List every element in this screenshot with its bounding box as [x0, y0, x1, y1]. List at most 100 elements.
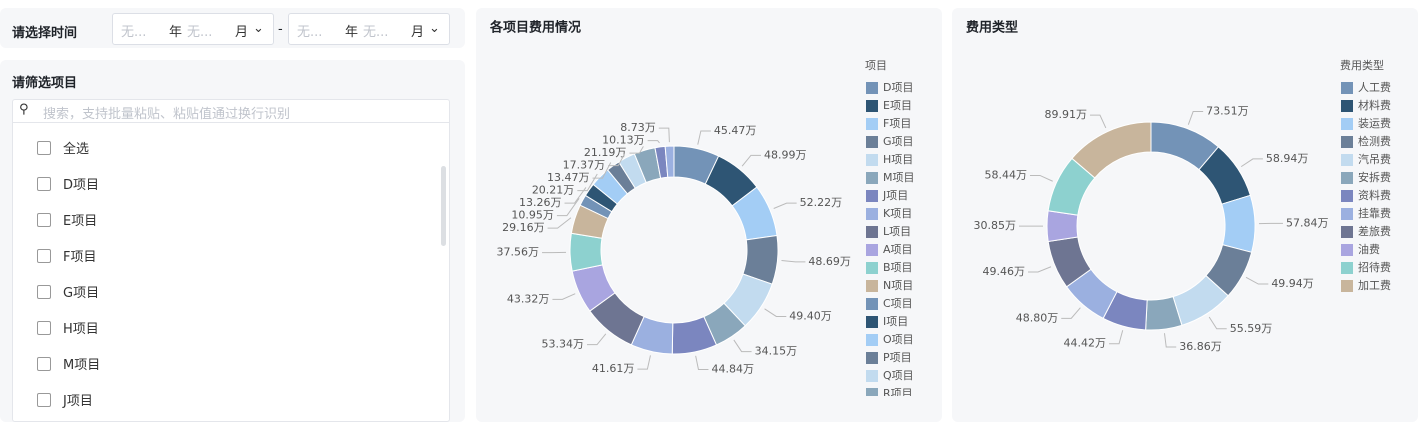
- checkbox[interactable]: [37, 141, 51, 155]
- legend-label: I项目: [883, 315, 908, 328]
- legend-swatch: [866, 118, 878, 130]
- legend-label: N项目: [883, 279, 913, 292]
- legend-label: M项目: [883, 171, 915, 184]
- checkbox-option[interactable]: F项目: [37, 246, 96, 265]
- leader-line: [733, 339, 752, 353]
- legend-swatch: [1341, 82, 1353, 94]
- list: ⚲ 搜索，支持批量粘贴、粘贴值通过换行识别 全选 D项目 E项目 F项目 G项目 H项目 M…: [12, 99, 450, 422]
- checkbox-option[interactable]: E项目: [37, 210, 97, 229]
- value-label: 89.91万: [1044, 108, 1087, 121]
- option-label: F项目: [63, 250, 97, 265]
- leader-line: [592, 162, 612, 179]
- slice: [569, 232, 604, 272]
- legend-label: 招待费: [1358, 260, 1391, 274]
- placeholder: 无...: [297, 25, 323, 40]
- legend-swatch: [866, 226, 878, 238]
- project-title: 请筛选项目: [12, 76, 78, 91]
- leader-line: [577, 173, 598, 192]
- placeholder: 无...: [363, 25, 389, 40]
- time-label: 请选择时间: [12, 26, 78, 41]
- checkbox[interactable]: [37, 357, 51, 371]
- legend-swatch: [1341, 226, 1353, 238]
- leader-line: [629, 146, 644, 154]
- legend-label: Q项目: [883, 369, 914, 382]
- legend-swatch: [866, 280, 878, 292]
- value-label: 45.47万: [714, 124, 757, 137]
- value-label: 10.95万: [511, 209, 554, 222]
- leader-line: [697, 130, 711, 145]
- value-label: 49.94万: [1271, 277, 1314, 290]
- leader-line: [781, 260, 806, 263]
- leader-line: [658, 127, 670, 143]
- project-panel: 请筛选项目 ⚲ 搜索，支持批量粘贴、粘贴值通过换行识别 全选 D项目 E项目 F项目 G…: [0, 60, 465, 422]
- separator: -: [278, 22, 283, 37]
- placeholder: 无...: [121, 25, 147, 40]
- value-label: 58.44万: [984, 168, 1027, 181]
- legend-label: 汽吊费: [1358, 152, 1391, 166]
- leader-line: [587, 333, 607, 346]
- legend-swatch: [1341, 244, 1353, 256]
- leader-line: [547, 217, 572, 229]
- legend-label: F项目: [883, 117, 911, 130]
- leader-line: [552, 293, 576, 300]
- unit: 年: [169, 25, 183, 40]
- checkbox-option[interactable]: H项目: [37, 318, 99, 337]
- legend-swatch: [866, 208, 878, 220]
- leader-line: [1029, 174, 1053, 182]
- checkbox[interactable]: [37, 213, 51, 227]
- chevron: ⌄: [253, 21, 264, 36]
- checkbox[interactable]: [37, 393, 51, 407]
- search-placeholder: 搜索，支持批量粘贴、粘贴值通过换行识别: [43, 107, 291, 122]
- checkbox-option[interactable]: 全选: [37, 138, 89, 157]
- scrollbar[interactable]: [441, 166, 446, 246]
- checkbox[interactable]: [37, 285, 51, 299]
- legend-swatch: [866, 82, 878, 94]
- legend-label: R项目: [883, 387, 913, 400]
- leader-line: [556, 197, 580, 217]
- option-label: 全选: [63, 142, 90, 157]
- leader-line: [647, 140, 660, 144]
- chart-title: 各项目费用情况: [489, 20, 581, 36]
- value-label: 13.47万: [547, 171, 590, 184]
- checkbox[interactable]: [37, 321, 51, 335]
- checkbox-option[interactable]: G项目: [37, 282, 99, 301]
- value-label: 34.15万: [755, 345, 798, 358]
- value-label: 17.37万: [563, 159, 606, 172]
- legend-swatch: [866, 388, 878, 396]
- value-label: 8.73万: [620, 121, 656, 134]
- legend-swatch: [866, 334, 878, 346]
- checkbox[interactable]: [37, 249, 51, 263]
- slice: [1046, 210, 1079, 243]
- value-label: 44.84万: [711, 363, 754, 376]
- legend-swatch: [1341, 190, 1353, 202]
- leader-line: [1208, 316, 1227, 330]
- legend-label: 差旅费: [1358, 224, 1391, 238]
- search[interactable]: ⚲ 搜索，支持批量粘贴、粘贴值通过换行识别: [13, 100, 449, 123]
- checkbox[interactable]: [37, 177, 51, 191]
- date-start[interactable]: 无... 年 无... 月 ⌄: [112, 13, 274, 45]
- legend-label: C项目: [883, 297, 913, 310]
- leader-line: [695, 355, 709, 371]
- value-label: 10.13万: [602, 134, 645, 147]
- chart-panel: 各项目费用情况 45.47万 48.99万 52.22万 48.69万 49.40万 34.…: [476, 8, 942, 422]
- value-label: 44.42万: [1064, 337, 1107, 350]
- date-end[interactable]: 无... 年 无... 月 ⌄: [288, 13, 450, 45]
- slice: [1071, 121, 1152, 179]
- option-label: J项目: [63, 394, 93, 409]
- legend-swatch: [1341, 154, 1353, 166]
- checkbox-option[interactable]: J项目: [37, 390, 93, 409]
- legend-swatch: [866, 190, 878, 202]
- leader-line: [1245, 276, 1269, 285]
- value-label: 57.84万: [1286, 216, 1329, 229]
- checkbox-option[interactable]: D项目: [37, 174, 99, 193]
- legend-label: P项目: [883, 351, 912, 364]
- legend-label: 安拆费: [1358, 170, 1391, 184]
- value-label: 29.16万: [502, 221, 545, 234]
- leader-line: [1109, 330, 1124, 345]
- leader-line: [1061, 307, 1081, 319]
- leader-line: [564, 187, 587, 204]
- checkbox-option[interactable]: M项目: [37, 354, 100, 373]
- legend-swatch: [866, 352, 878, 364]
- value-label: 48.80万: [1016, 311, 1058, 324]
